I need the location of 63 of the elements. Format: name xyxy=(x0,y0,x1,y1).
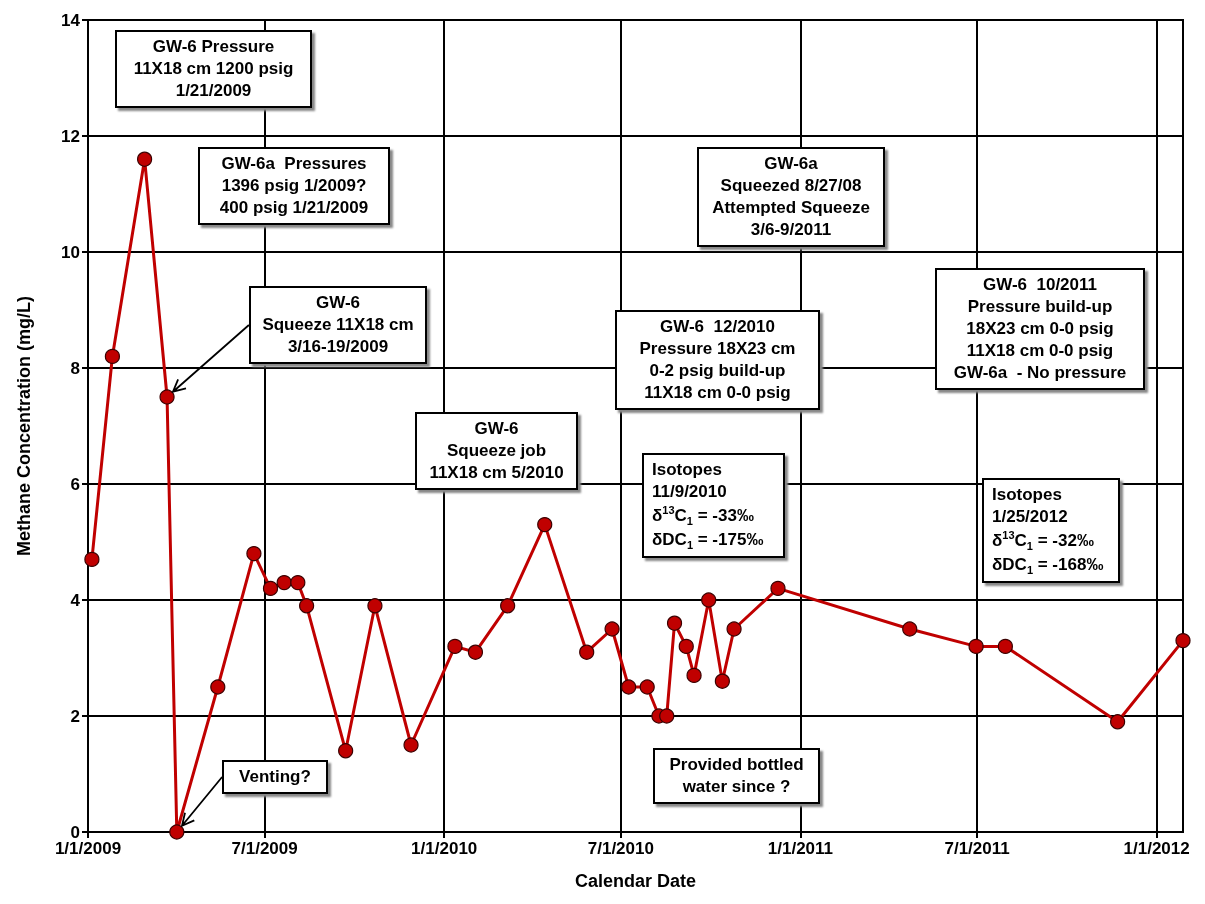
point xyxy=(367,598,383,614)
annotation: GW-6 Squeeze 11X18 cm 3/16-19/2009 xyxy=(249,286,427,365)
text: Isotopes 1/25/2012 δ$^{13}$C$_{1}$ = -32‰ δDC$_{1}$ = -168‰ xyxy=(992,485,1104,576)
annotation: GW-6 10/2011 Pressure build-up 18X23 cm 0-0 psig 11X18 cm 0-0 psig GW-6a - No pressure xyxy=(935,268,1145,391)
point xyxy=(104,348,120,364)
y-tick-label: 0 xyxy=(70,822,80,842)
x-axis-title: Calendar Date xyxy=(574,871,697,891)
x-tick-label: 1/1/2009 xyxy=(54,839,122,858)
text: Isotopes 11/9/2010 δ$^{13}$C$_{1}$ = -33‰ δDC$_{1}$ = -175‰ xyxy=(652,460,764,551)
point xyxy=(500,598,516,614)
x-tick-label: 7/1/2010 xyxy=(587,839,654,858)
point xyxy=(290,575,306,591)
point xyxy=(1110,714,1126,730)
y-tick-label: 12 xyxy=(61,126,80,146)
point xyxy=(210,679,226,695)
annotation: GW-6a Squeezed 8/27/08 Attempted Squeeze 3/6-9/2011 xyxy=(697,147,885,248)
point xyxy=(447,638,463,654)
y-tick-label: 6 xyxy=(70,474,80,494)
annotation: Provided bottled water since ? xyxy=(653,748,820,805)
x-tick-label: 1/1/2012 xyxy=(1123,839,1190,858)
y-tick-label: 14 xyxy=(61,10,81,30)
point xyxy=(159,389,175,405)
point xyxy=(276,575,292,591)
point xyxy=(686,667,702,683)
annotation: Venting? xyxy=(222,760,328,795)
point xyxy=(726,621,742,637)
point xyxy=(968,638,984,654)
y-tick-label: 2 xyxy=(70,706,80,726)
annotation: GW-6 Pressure 11X18 cm 1200 psig 1/21/2009 xyxy=(115,30,312,109)
point xyxy=(666,615,683,631)
point xyxy=(299,598,315,614)
annotation: GW-6a Pressures 1396 psig 1/2009? 400 psig 1/21/2009 xyxy=(198,147,390,226)
point xyxy=(714,673,730,689)
point xyxy=(902,621,918,637)
y-tick-label: 4 xyxy=(70,590,81,610)
annotation: GW-6 Squeeze job 11X18 cm 5/2010 xyxy=(415,412,578,491)
x-tick-label: 7/1/2011 xyxy=(944,839,1010,858)
point xyxy=(639,679,655,695)
point xyxy=(1175,633,1191,649)
y-axis-title: Methane Concentration (mg/L) xyxy=(14,296,34,556)
point xyxy=(537,517,553,533)
y-tick-label: 10 xyxy=(61,242,80,262)
x-tick-label: 1/1/2010 xyxy=(411,839,478,858)
point xyxy=(678,638,694,654)
point xyxy=(770,580,786,596)
point xyxy=(604,621,620,637)
point xyxy=(246,546,262,562)
point xyxy=(467,644,484,660)
point xyxy=(84,551,100,567)
point xyxy=(338,743,354,759)
point xyxy=(701,592,717,608)
y-tick-label: 8 xyxy=(70,358,80,378)
point xyxy=(262,580,279,596)
point xyxy=(621,679,637,695)
point xyxy=(137,151,153,167)
point xyxy=(403,737,419,753)
point xyxy=(579,644,595,660)
annotation: GW-6 12/2010 Pressure 18X23 cm 0-2 psig build-up 11X18 cm 0-0 psig xyxy=(615,310,820,411)
x-tick-label: 1/1/2011 xyxy=(767,839,834,858)
point xyxy=(997,638,1013,654)
x-tick-label: 7/1/2009 xyxy=(231,839,298,858)
point xyxy=(659,708,675,724)
point xyxy=(169,824,185,840)
